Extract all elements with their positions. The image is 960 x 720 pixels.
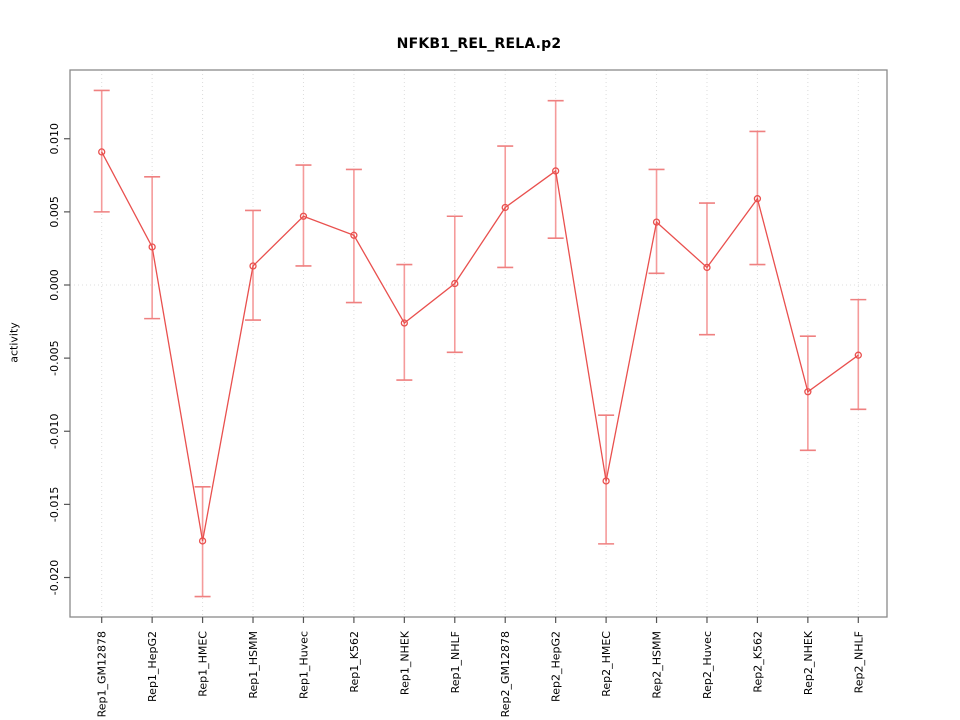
data-point [652,218,661,226]
x-tick-label: Rep2_NHLF [852,631,865,693]
x-tick-label: Rep2_HepG2 [550,631,563,702]
data-point [602,477,610,485]
data-point [501,203,509,212]
x-tick-label: Rep1_HepG2 [146,631,159,702]
x-tick-label: Rep2_HSMM [651,631,664,699]
x-tick-label: Rep1_K562 [348,631,361,693]
y-tick-label: -0.010 [48,414,61,449]
y-tick-label: 0.010 [48,123,61,155]
y-tick-label: 0.000 [48,269,61,301]
x-tick-label: Rep1_NHLF [449,631,462,693]
x-tick-label: Rep1_GM12878 [96,631,109,717]
x-tick-label: Rep1_HSMM [247,631,260,699]
data-point [249,262,257,270]
data-point [552,167,560,175]
chart-title: NFKB1_REL_RELA.p2 [396,36,562,52]
plot-border [69,69,888,618]
x-tick-label: Rep2_HMEC [600,631,613,697]
data-point [753,195,762,203]
y-tick-label: 0.005 [48,196,61,228]
x-tick-label: Rep1_Huvec [297,631,310,699]
y-tick-label: -0.005 [48,340,61,375]
series-line [101,151,859,542]
data-point [451,279,459,288]
data-point [98,148,106,156]
data-point [148,243,156,251]
x-tick-label: Rep1_NHEK [398,630,411,695]
x-tick-label: Rep2_K562 [751,631,764,693]
data-point [804,388,812,396]
data-point [703,263,711,272]
data-point [854,351,862,359]
y-tick-label: -0.020 [48,560,61,595]
y-tick-label: -0.015 [48,487,61,522]
y-axis-label: activity [7,322,21,363]
x-tick-label: Rep2_NHEK [802,630,815,695]
x-tick-label: Rep1_HMEC [197,631,210,697]
x-tick-label: Rep2_GM12878 [499,631,512,717]
data-point [400,319,408,327]
data-point [299,212,308,220]
x-tick-label: Rep2_Huvec [701,631,714,699]
data-point [350,231,358,239]
data-point [198,537,207,545]
